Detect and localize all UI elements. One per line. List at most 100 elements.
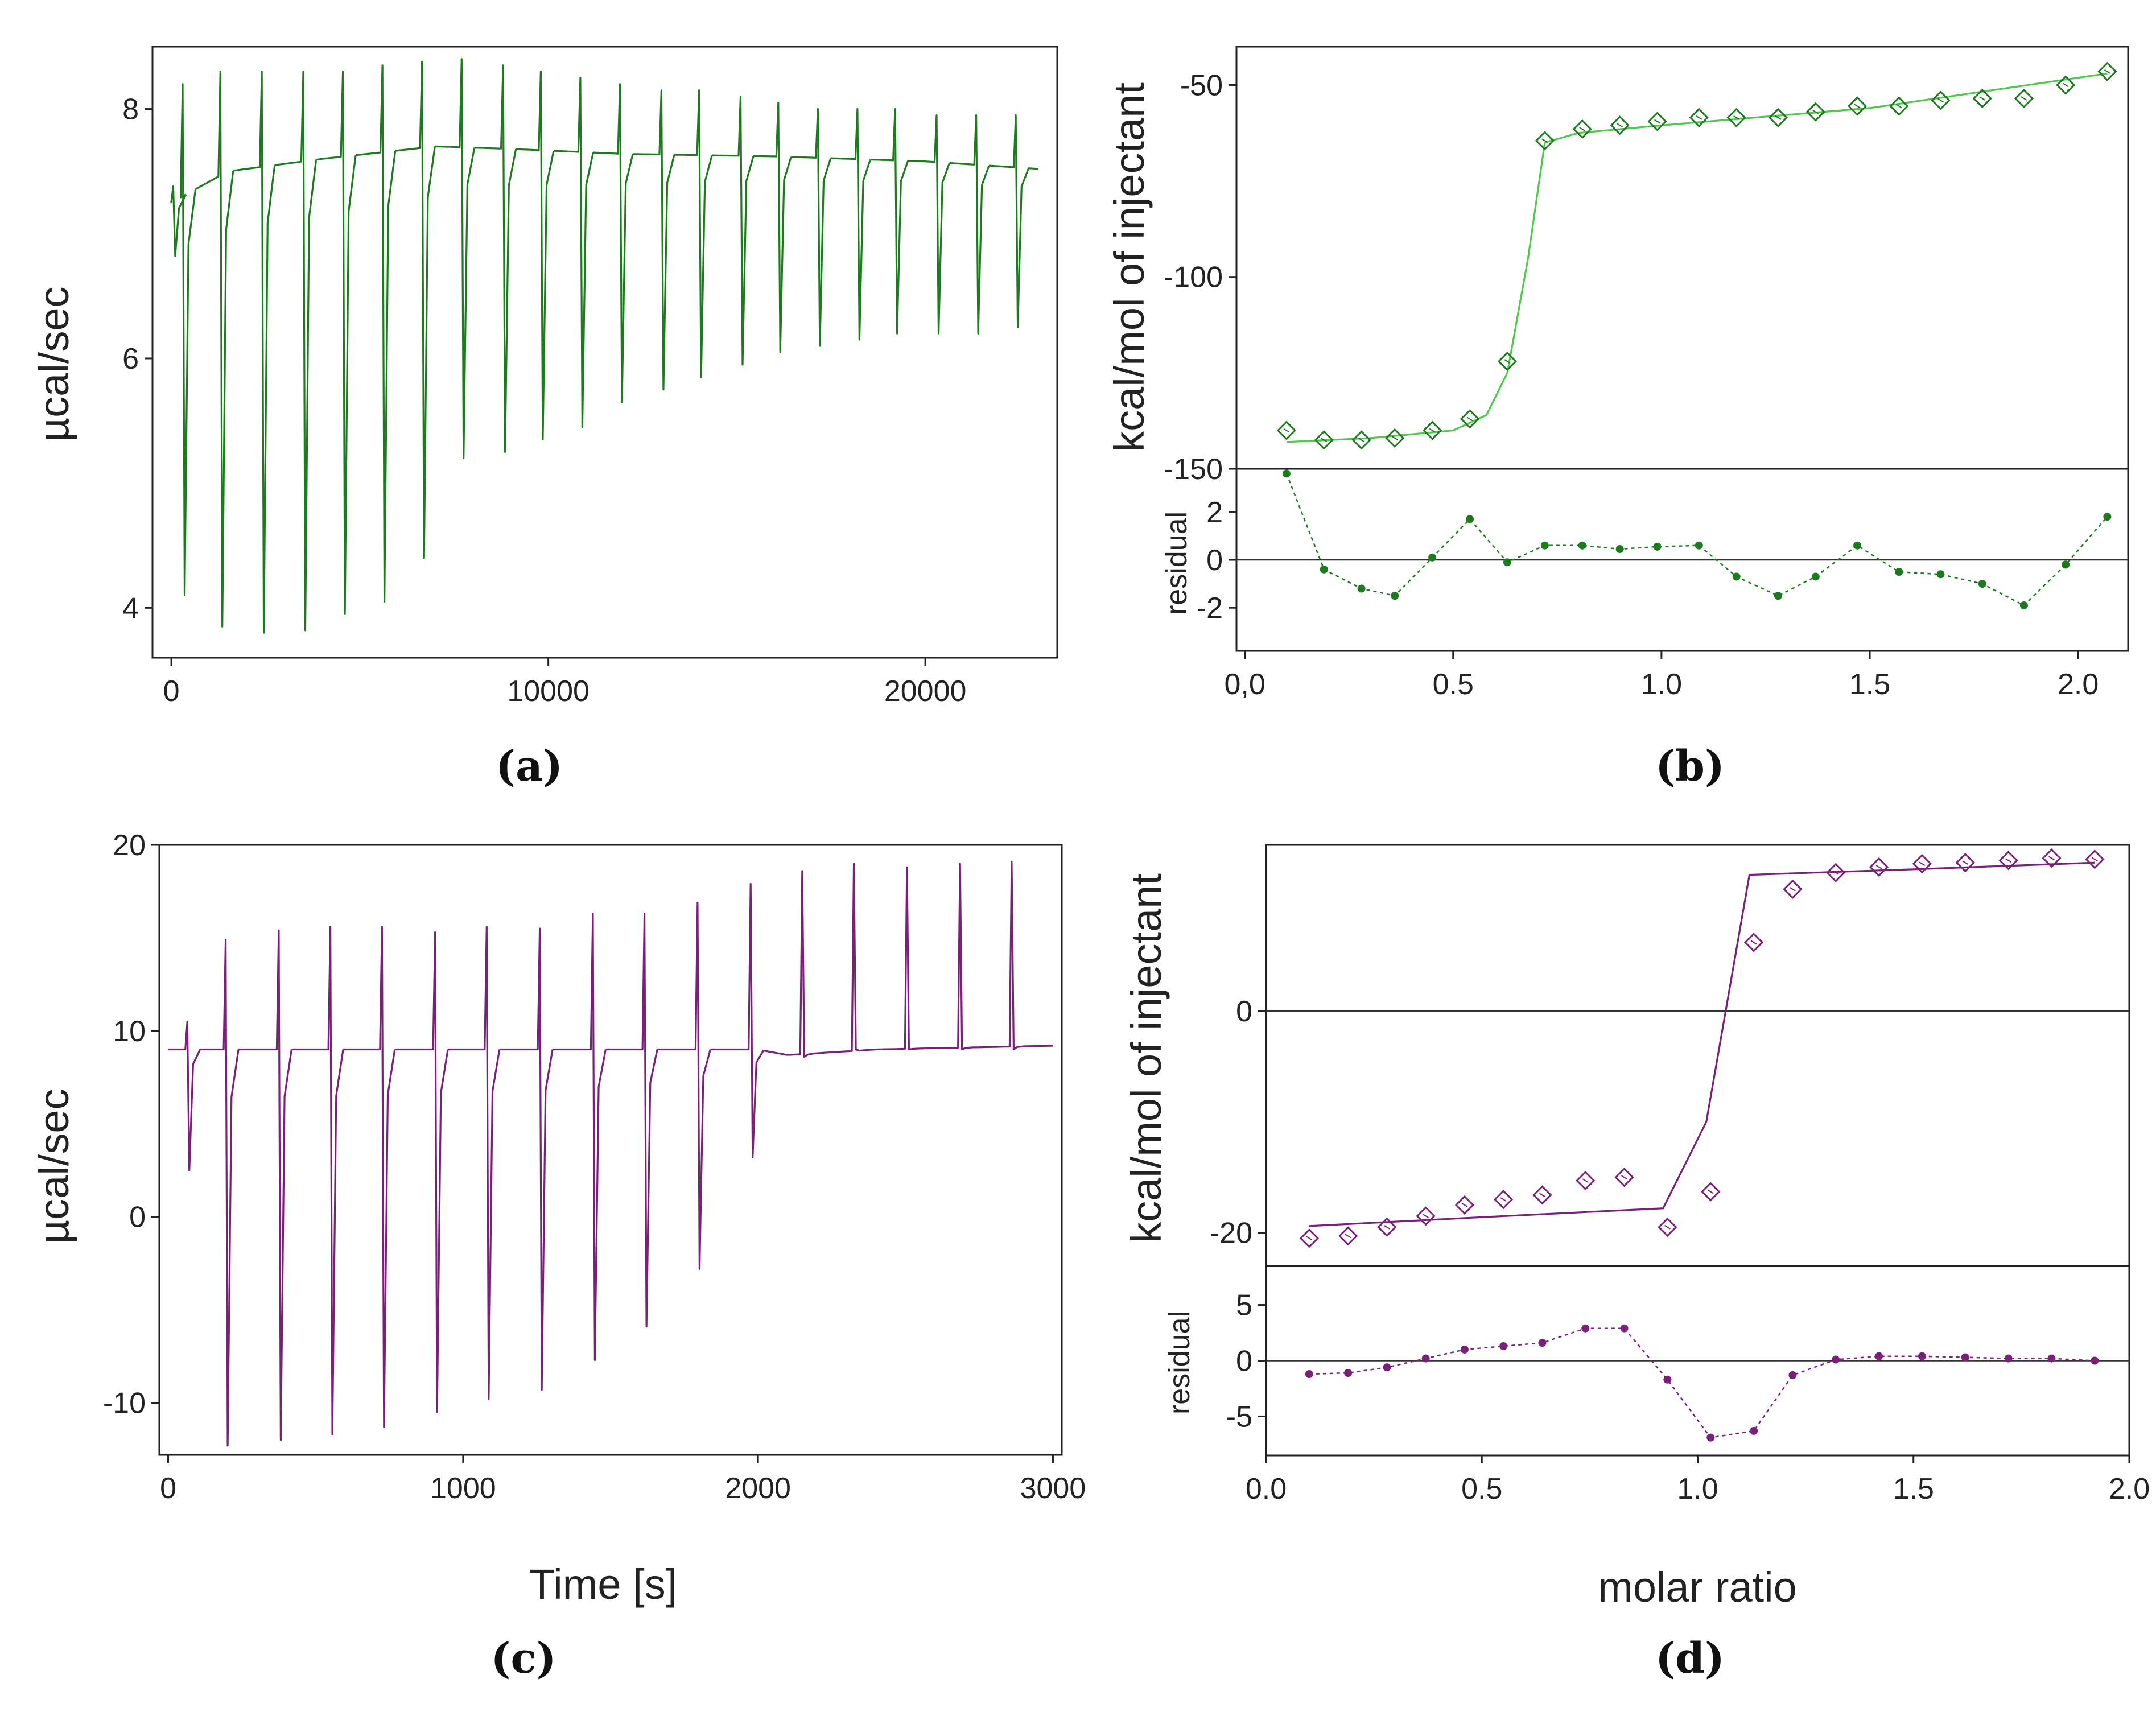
panel-d-point-inner-16 (1962, 860, 1969, 865)
panel-d-point-5 (1494, 1190, 1514, 1210)
panel-b-point-inner-4 (1429, 428, 1436, 433)
panel-d-fit-line (1309, 861, 2095, 1227)
panel-b-point-17 (1931, 90, 1951, 110)
panel-c-ytick-label-1: 10 (113, 1015, 146, 1048)
panel-d-point-14 (1869, 857, 1889, 877)
panel-d-residual-y-ticks: 5 0 -5 (1226, 1289, 1266, 1433)
panel-b-residual-point-12 (1732, 572, 1741, 581)
panel-d-residual-point-6 (1538, 1339, 1547, 1347)
panel-d-point-1 (1338, 1226, 1358, 1246)
panel-a-ytick-label-0: 4 (122, 592, 139, 625)
panel-b-residual-point-4 (1428, 553, 1437, 562)
panel-a-frame (151, 46, 1058, 659)
panel-b-residual-point-15 (1853, 541, 1862, 550)
panel-d-residual-point-3 (1421, 1354, 1430, 1363)
panel-b-residual-data (1236, 469, 2128, 609)
panel-c-xtick-label-0: 0 (160, 1472, 176, 1505)
panel-d-residual-ytick-label-1: 0 (1236, 1345, 1252, 1378)
panel-b-ytick-label-2: -150 (1164, 453, 1223, 486)
panel-b-point-inner-3 (1391, 436, 1398, 440)
panel-b-residual-point-3 (1391, 592, 1399, 600)
panel-d-residual-point-10 (1706, 1433, 1715, 1442)
panel-c-xtick-label-3: 3000 (1020, 1472, 1086, 1505)
panel-d-point-inner-15 (1919, 861, 1926, 866)
panel-b-point-inner-14 (1812, 109, 1819, 114)
panel-d-residual-point-7 (1581, 1324, 1590, 1333)
panel-b-point-inner-18 (1979, 96, 1986, 101)
panel-b-ytick-label-0: -50 (1180, 69, 1223, 102)
panel-a-x-ticks: 0 10000 20000 (163, 658, 967, 708)
panel-a-trace (170, 58, 1039, 634)
panel-b-point-13 (1768, 108, 1788, 127)
panel-c-frame (158, 844, 1063, 1456)
panel-d-point-0 (1299, 1228, 1319, 1248)
panel-d-point-inner-1 (1345, 1234, 1351, 1239)
panel-b-point-inner-8 (1579, 127, 1586, 131)
panel-b-point-inner-2 (1358, 438, 1365, 443)
panel-b-residual-point-16 (1895, 568, 1903, 576)
panel-d-residual-point-11 (1750, 1426, 1758, 1435)
panel-a-xtick-label-2: 20000 (884, 675, 967, 708)
panel-b-residual-label: residual (1160, 511, 1193, 615)
panel-b-residual-point-14 (1811, 572, 1820, 581)
panel-b-y-ticks: -50 -100 -150 (1164, 69, 1236, 486)
panel-c-raw-heat-purple: 20 10 0 -10 0 1000 2000 3000 µcal/sec Time [s]… (30, 829, 1086, 1683)
panel-d-point-6 (1532, 1185, 1552, 1205)
panel-d-y-ticks: 0 -20 (1210, 995, 1266, 1250)
panel-d-residual-point-1 (1344, 1369, 1353, 1377)
panel-d-point-inner-5 (1500, 1197, 1507, 1202)
panel-d-point-12 (1783, 879, 1803, 900)
panel-d-xtick-label-0: 0.0 (1246, 1472, 1287, 1505)
panel-d-residual-ytick-label-2: -5 (1226, 1400, 1252, 1433)
panel-b-data (1276, 61, 2117, 450)
panel-label-c: (c) (490, 1634, 556, 1683)
panel-d-point-inner-8 (1621, 1175, 1628, 1180)
panel-d-data (1266, 848, 2129, 1248)
panel-b-point-2 (1351, 430, 1371, 450)
panel-d-point-inner-19 (2091, 857, 2098, 862)
panel-d-residual-point-9 (1663, 1375, 1672, 1384)
panel-a-ytick-label-1: 6 (122, 343, 139, 376)
panel-d-xtick-label-4: 2.0 (2109, 1472, 2150, 1505)
panel-b-residual-point-11 (1695, 541, 1703, 550)
panel-d-ytick-label-0: 0 (1236, 995, 1252, 1028)
panel-b-residual-point-20 (2062, 560, 2070, 569)
panel-c-xtick-label-2: 2000 (725, 1472, 791, 1505)
panel-b-ytick-label-1: -100 (1164, 261, 1223, 294)
panel-b-point-11 (1689, 108, 1709, 127)
panel-b-point-inner-17 (1937, 98, 1944, 103)
panel-b-residual-point-8 (1578, 541, 1586, 550)
panel-d-residual-point-13 (1832, 1355, 1840, 1364)
panel-b-point-20 (2056, 75, 2076, 95)
panel-d-y-label: kcal/mol of injectant (1123, 873, 1170, 1243)
panel-label-a: (a) (496, 742, 563, 791)
panel-d-point-15 (1912, 853, 1932, 874)
panel-d-xtick-label-1: 0.5 (1461, 1472, 1502, 1505)
panel-b-point-inner-9 (1617, 123, 1623, 128)
panel-d-isotherm-purple: 0 -20 5 0 -5 0.0 0.5 1.0 1.5 2.0 kcal/mol of in… (1123, 844, 2150, 1683)
panel-d-point-2 (1377, 1217, 1397, 1237)
panel-c-y-ticks: 20 10 0 -10 (103, 829, 159, 1420)
panel-c-series-line (168, 860, 1053, 1447)
panel-a-ytick-label-2: 8 (122, 93, 139, 126)
panel-d-point-inner-7 (1582, 1178, 1589, 1183)
panel-b-point-18 (1972, 88, 1992, 109)
panel-c-trace (168, 860, 1053, 1447)
panel-c-y-label: µcal/sec (30, 1089, 77, 1244)
panel-b-residual-point-9 (1615, 545, 1624, 554)
panel-d-point-9 (1658, 1217, 1677, 1237)
panel-d-residual-point-15 (1918, 1352, 1926, 1360)
panel-b-x-ticks: 0,0 0.5 1.0 1.5 2.0 (1224, 651, 2099, 701)
panel-b-point-inner-19 (2021, 96, 2027, 101)
panel-b-point-14 (1805, 102, 1825, 122)
panel-d-point-inner-4 (1461, 1203, 1468, 1207)
panel-b-residual-point-5 (1466, 515, 1474, 523)
panel-b-point-15 (1847, 96, 1868, 116)
panel-b-point-16 (1889, 96, 1909, 116)
panel-b-point-inner-11 (1696, 115, 1702, 120)
panel-b-point-inner-0 (1283, 428, 1290, 433)
panel-c-ytick-label-2: 0 (129, 1201, 146, 1234)
panel-b-point-inner-13 (1775, 115, 1782, 120)
panel-d-point-7 (1576, 1170, 1596, 1191)
panel-b-point-8 (1572, 119, 1592, 139)
